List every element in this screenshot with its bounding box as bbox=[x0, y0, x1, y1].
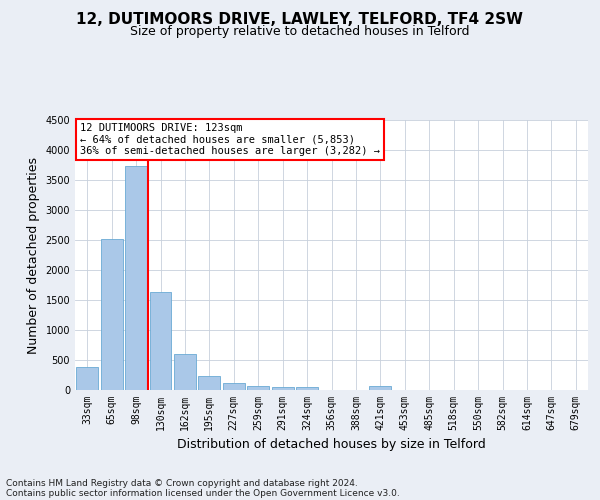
Bar bbox=[149, 292, 172, 390]
Bar bbox=[101, 240, 122, 390]
Bar bbox=[174, 354, 196, 390]
Y-axis label: Number of detached properties: Number of detached properties bbox=[27, 156, 40, 354]
Bar bbox=[247, 386, 269, 390]
Bar bbox=[370, 386, 391, 390]
Text: 12 DUTIMOORS DRIVE: 123sqm
← 64% of detached houses are smaller (5,853)
36% of s: 12 DUTIMOORS DRIVE: 123sqm ← 64% of deta… bbox=[80, 122, 380, 156]
Text: Contains public sector information licensed under the Open Government Licence v3: Contains public sector information licen… bbox=[6, 488, 400, 498]
Text: 12, DUTIMOORS DRIVE, LAWLEY, TELFORD, TF4 2SW: 12, DUTIMOORS DRIVE, LAWLEY, TELFORD, TF… bbox=[77, 12, 523, 28]
Bar bbox=[272, 387, 293, 390]
Bar bbox=[76, 367, 98, 390]
X-axis label: Distribution of detached houses by size in Telford: Distribution of detached houses by size … bbox=[177, 438, 486, 452]
Bar bbox=[199, 376, 220, 390]
Text: Size of property relative to detached houses in Telford: Size of property relative to detached ho… bbox=[130, 25, 470, 38]
Text: Contains HM Land Registry data © Crown copyright and database right 2024.: Contains HM Land Registry data © Crown c… bbox=[6, 478, 358, 488]
Bar bbox=[125, 166, 147, 390]
Bar bbox=[296, 387, 318, 390]
Bar bbox=[223, 384, 245, 390]
